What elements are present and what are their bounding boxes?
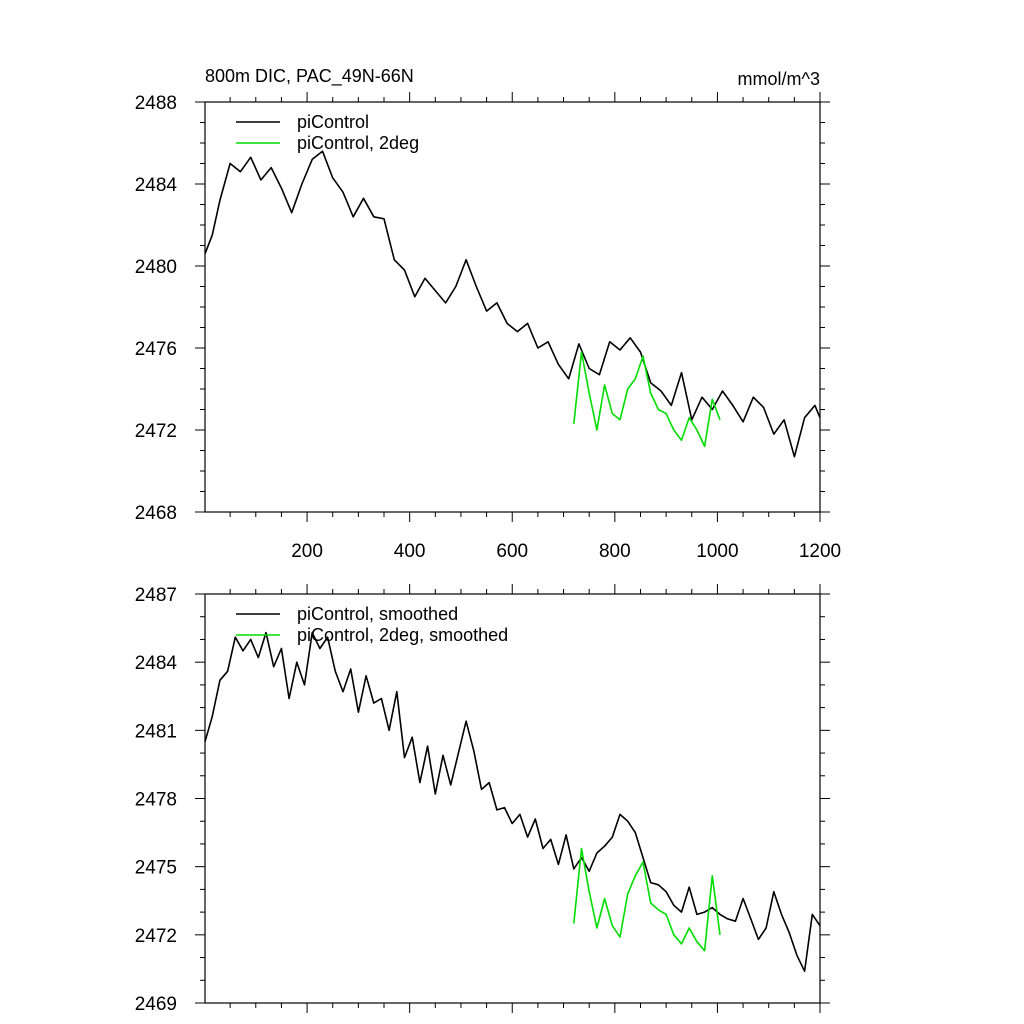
series-line-picontrol bbox=[204, 631, 821, 972]
series-line-picontrol-2deg bbox=[573, 351, 721, 448]
y-tick-label: 2476 bbox=[135, 339, 177, 360]
y-tick-label: 2480 bbox=[135, 257, 177, 278]
plot-frame bbox=[204, 101, 821, 513]
legend-label: piControl, 2deg, smoothed bbox=[297, 625, 508, 645]
y-tick-label: 2487 bbox=[135, 585, 177, 606]
top-panel: 800m DIC, PAC_49N-66N mmol/m^3 200 400 600… bbox=[135, 66, 841, 562]
y-tick-label: 2468 bbox=[135, 503, 177, 524]
x-tick-label: 400 bbox=[394, 541, 426, 562]
legend-label: piControl bbox=[297, 112, 369, 132]
x-tick-label: 1000 bbox=[696, 541, 738, 562]
top-panel-units: mmol/m^3 bbox=[738, 69, 820, 89]
top-plot-area: 200 400 600 800 1000 1200 2468 2472 2476 2480 2484… bbox=[135, 92, 841, 562]
y-tick-label: 2469 bbox=[135, 994, 177, 1015]
x-tick-label: 1200 bbox=[799, 541, 841, 562]
legend-label: piControl, 2deg bbox=[297, 133, 419, 153]
y-tick-label: 2488 bbox=[135, 93, 177, 114]
plot-frame bbox=[204, 593, 821, 1004]
x-tick-label: 600 bbox=[496, 541, 528, 562]
bottom-plot-area: 2469 2472 2475 2478 2481 2484 2487 piControl, s… bbox=[135, 584, 830, 1015]
series-line-picontrol bbox=[204, 150, 821, 458]
legend-label: piControl, smoothed bbox=[297, 604, 458, 624]
y-tick-label: 2484 bbox=[135, 653, 178, 674]
y-tick-label: 2475 bbox=[135, 858, 177, 879]
y-tick-label: 2472 bbox=[135, 926, 177, 947]
y-tick-label: 2484 bbox=[135, 175, 178, 196]
y-tick-label: 2472 bbox=[135, 421, 177, 442]
y-tick-label: 2478 bbox=[135, 790, 177, 811]
x-tick-label: 200 bbox=[291, 541, 323, 562]
x-tick-label: 800 bbox=[599, 541, 631, 562]
bottom-panel: 2469 2472 2475 2478 2481 2484 2487 piControl, s… bbox=[135, 584, 830, 1015]
top-panel-title: 800m DIC, PAC_49N-66N bbox=[205, 66, 414, 87]
y-tick-label: 2481 bbox=[135, 721, 177, 742]
series-line-picontrol-2deg bbox=[573, 847, 721, 952]
